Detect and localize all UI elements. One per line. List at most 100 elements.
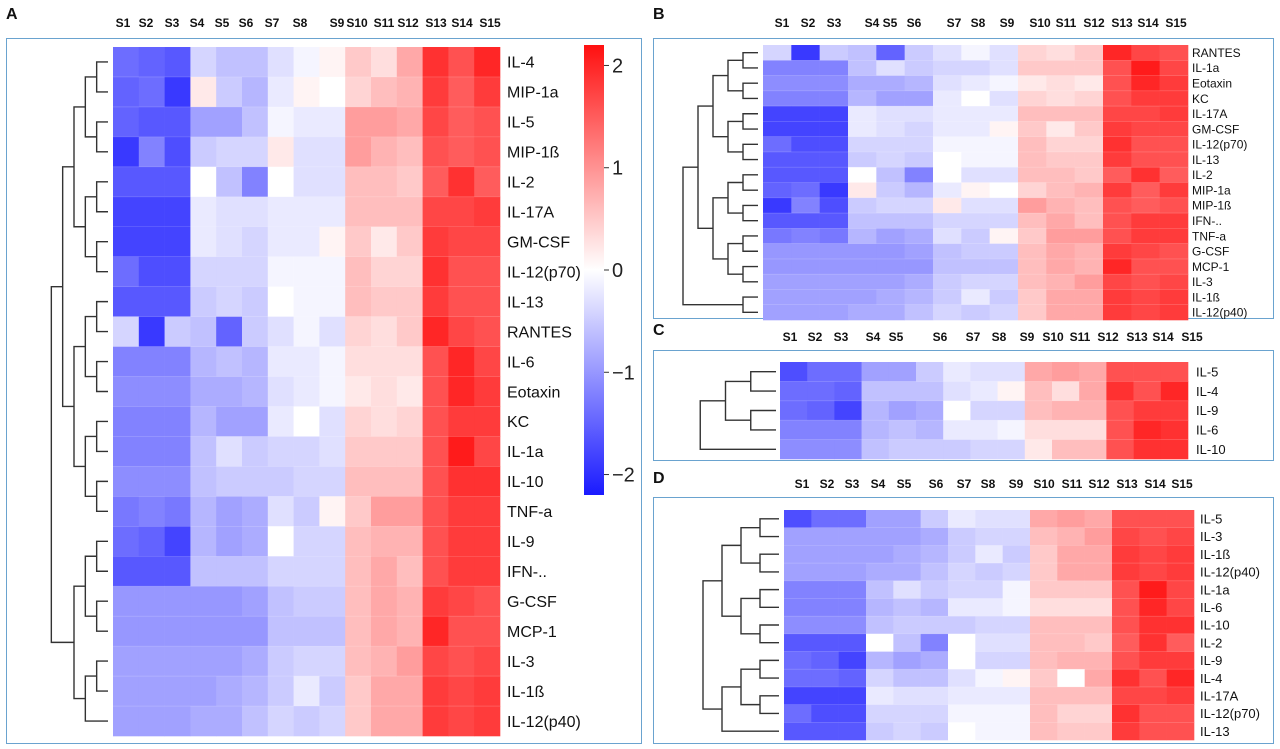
heatmap-cell-d — [1084, 669, 1113, 688]
heatmap-cell-c — [1079, 381, 1107, 402]
heatmap-cell-b — [1131, 228, 1160, 244]
dendrogram-a-branch — [95, 600, 108, 632]
heatmap-cell-b — [989, 243, 1019, 260]
heatmap-cell-a — [422, 526, 449, 557]
heatmap-cell-a — [293, 256, 320, 287]
row-label-b: IL-1a — [1192, 61, 1220, 75]
heatmap-cell-a — [396, 316, 423, 347]
heatmap-cell-a — [164, 616, 191, 647]
heatmap-cell-a — [396, 406, 423, 437]
heatmap-cell-a — [371, 616, 398, 647]
heatmap-cell-d — [1139, 510, 1167, 528]
heatmap-cell-b — [989, 197, 1019, 214]
heatmap-cell-d — [1057, 651, 1085, 670]
heatmap-cell-d — [920, 527, 949, 546]
heatmap-cell-a — [474, 47, 501, 78]
heatmap-cell-d — [1030, 510, 1058, 528]
heatmap-cell-d — [1002, 633, 1031, 652]
heatmap-cell-d — [838, 510, 867, 528]
heatmap-cell-a — [267, 616, 294, 647]
heatmap-cell-b — [933, 228, 962, 244]
heatmap-cell-d — [948, 563, 976, 582]
heatmap-cell-c — [861, 420, 890, 440]
column-label-a: S3 — [165, 16, 180, 30]
heatmap-cell-a — [422, 346, 449, 377]
heatmap-cell-a — [267, 166, 294, 198]
heatmap-cell-a — [474, 706, 501, 737]
heatmap-cell-d — [1139, 545, 1167, 564]
heatmap-cell-a — [190, 436, 217, 467]
heatmap-cell-b — [791, 151, 820, 168]
heatmap-cell-b — [763, 274, 792, 290]
dendrogram-a-branch — [73, 345, 86, 468]
heatmap-cell-b — [1159, 197, 1189, 214]
column-label-c: S8 — [992, 330, 1007, 344]
heatmap-cell-a — [293, 106, 320, 138]
column-label-b: S8 — [971, 16, 986, 30]
heatmap-cell-b — [904, 75, 934, 92]
heatmap-cell-a — [267, 646, 294, 677]
heatmap-cell-a — [113, 196, 140, 228]
heatmap-cell-a — [345, 526, 372, 557]
heatmap-cell-a — [138, 706, 165, 737]
heatmap-cell-b — [848, 75, 877, 92]
row-label-b: MIP-1a — [1192, 183, 1231, 197]
heatmap-cell-a — [138, 556, 165, 587]
heatmap-cell-a — [371, 346, 398, 377]
heatmap-cell-a — [138, 226, 165, 257]
heatmap-cell-a — [267, 76, 294, 108]
column-label-b: S2 — [801, 16, 816, 30]
heatmap-cell-a — [371, 136, 398, 168]
heatmap-cell-d — [1057, 669, 1085, 688]
row-label-a: IL-3 — [507, 654, 535, 671]
row-dendrograms — [50, 51, 779, 732]
heatmap-cell-a — [164, 406, 191, 437]
heatmap-cell-a — [319, 676, 346, 707]
heatmap-cell-b — [763, 106, 792, 122]
heatmap-cell-a — [371, 586, 398, 617]
heatmap-cell-a — [190, 47, 217, 78]
heatmap-cell-a — [293, 526, 320, 557]
heatmap-cell-a — [371, 676, 398, 707]
heatmap-cell-a — [396, 616, 423, 647]
heatmap-cell-d — [920, 563, 949, 582]
heatmap-cell-b — [1159, 151, 1189, 168]
heatmap-cell-a — [242, 676, 269, 707]
row-label-a: KC — [507, 414, 529, 431]
heatmap-cell-a — [267, 47, 294, 78]
column-label-c: S9 — [1020, 330, 1035, 344]
heatmap-cell-d — [1166, 527, 1195, 546]
heatmap-cell-a — [216, 256, 243, 287]
column-label-c: S1 — [783, 330, 798, 344]
dendrogram-d-branch — [759, 553, 779, 573]
heatmap-cell-a — [293, 706, 320, 737]
heatmap-cell-a — [242, 76, 269, 108]
panel-label-b: B — [653, 6, 665, 23]
dendrogram-a-branch — [84, 196, 97, 258]
heatmap-cell-c — [1106, 362, 1134, 382]
heatmap-cell-a — [138, 106, 165, 138]
heatmap-cell-a — [319, 466, 346, 497]
heatmap-cell-b — [1131, 197, 1160, 214]
heatmap-cell-d — [975, 669, 1003, 688]
heatmap-cell-a — [422, 286, 449, 317]
heatmap-cell-a — [396, 556, 423, 587]
heatmap-cell-b — [1103, 106, 1132, 122]
heatmap-cell-a — [138, 466, 165, 497]
heatmap-cell-d — [920, 616, 949, 635]
column-label-c: S11 — [1070, 330, 1091, 344]
heatmap-cell-a — [345, 646, 372, 677]
heatmap-cell-d — [1112, 545, 1140, 564]
dendrogram-d-branch — [759, 624, 779, 644]
axis-labels: S1 S2 S3 S4 S5 S6 S7 S8 S9 S10 S11 S12 S13 S14 S15IL-4… — [116, 16, 1260, 739]
heatmap-cell-a — [345, 47, 372, 78]
heatmap-cell-a — [190, 376, 217, 407]
heatmap-cell-c — [834, 420, 862, 440]
colorbar-gradient — [584, 45, 604, 495]
row-label-b: IL-3 — [1192, 275, 1213, 289]
heatmap-cell-a — [371, 196, 398, 228]
heatmap-cell-b — [1103, 289, 1132, 306]
heatmap-cell-b — [1074, 289, 1104, 306]
heatmap-cell-d — [866, 510, 894, 528]
row-label-d: IL-12(p40) — [1200, 565, 1260, 580]
